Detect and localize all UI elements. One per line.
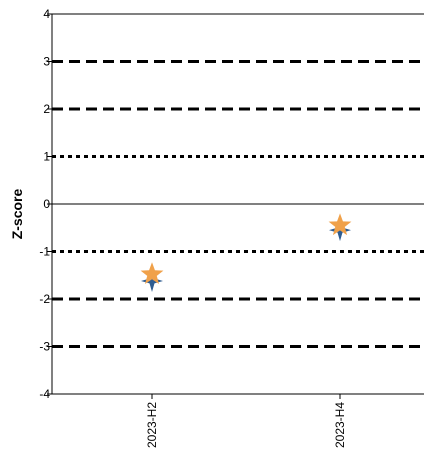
y-tick-label: 1 (43, 150, 50, 164)
x-tick-label: 2023-H2 (145, 402, 159, 448)
y-tick-label: -1 (39, 245, 50, 259)
reference-lines (52, 60, 424, 348)
data-points (140, 213, 352, 292)
y-axis-title: Z-score (9, 189, 25, 240)
x-tick-label: 2023-H4 (333, 402, 347, 448)
data-point-series-1 (141, 269, 163, 292)
y-tick-label: 0 (43, 197, 50, 211)
x-ticks: 2023-H2 2023-H4 (145, 394, 347, 448)
y-ticks: -4 -3 -2 -1 0 1 2 3 4 (39, 7, 52, 401)
y-tick-label: -2 (39, 292, 50, 306)
y-tick-label: -3 (39, 340, 50, 354)
data-point-series-2 (140, 262, 164, 285)
y-tick-label: -4 (39, 387, 50, 401)
data-point-series-2 (328, 213, 352, 236)
y-tick-label: 4 (43, 7, 50, 21)
y-tick-label: 2 (43, 102, 50, 116)
y-tick-label: 3 (43, 55, 50, 69)
